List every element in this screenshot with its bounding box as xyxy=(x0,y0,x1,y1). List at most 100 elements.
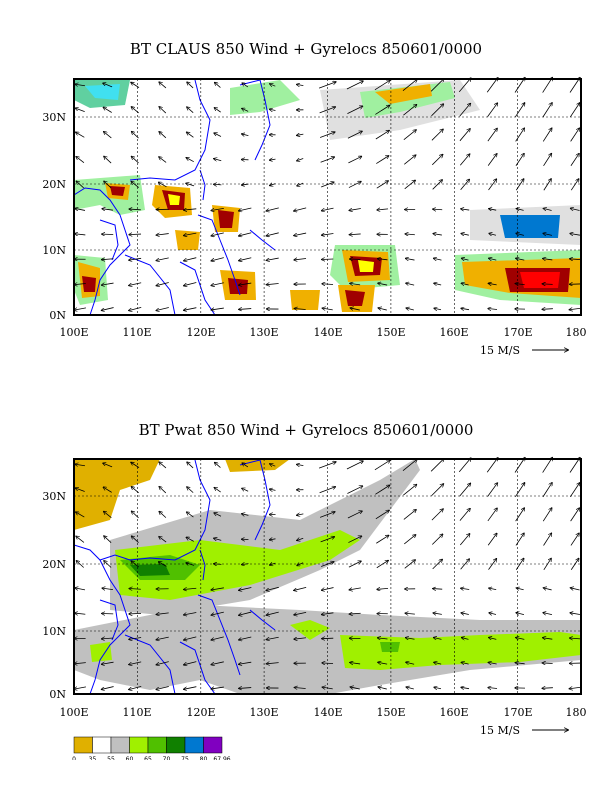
pwat-colorbar: 0 35 55 60 65 70 75 80 67.96 xyxy=(72,736,231,760)
wind-vector xyxy=(186,537,194,542)
wind-vector xyxy=(459,509,470,521)
wind-vector xyxy=(460,179,470,191)
wind-vector xyxy=(211,687,224,689)
claus-wind-vectors xyxy=(74,77,581,310)
wind-vector xyxy=(294,612,307,615)
wind-vector xyxy=(215,82,221,88)
wind-vector xyxy=(487,128,497,142)
wind-vector xyxy=(543,153,552,167)
wind-vector xyxy=(516,209,524,211)
wind-vector xyxy=(270,84,276,86)
wind-vector xyxy=(211,661,224,665)
wind-vector xyxy=(101,307,114,311)
colorbar-swatch xyxy=(203,736,223,754)
wind-vector xyxy=(75,234,86,235)
wind-vector xyxy=(543,638,553,639)
wind-vector xyxy=(515,663,525,664)
wind-vector xyxy=(156,307,169,310)
pwat-lon-label: 140E xyxy=(313,706,342,719)
wind-vector xyxy=(156,661,169,665)
wind-vector xyxy=(187,107,194,114)
wind-vector xyxy=(131,107,139,114)
panel-title-pwat: BT Pwat 850 Wind + Gyrelocs 850601/0000 xyxy=(138,421,474,439)
wind-vector xyxy=(322,284,334,285)
wind-vector xyxy=(184,636,197,640)
wind-vector xyxy=(432,155,442,166)
wind-vector xyxy=(322,233,334,235)
wind-vector xyxy=(378,662,388,664)
wind-vector xyxy=(159,132,167,139)
wind-vector xyxy=(515,533,524,546)
wind-vector xyxy=(542,483,552,498)
wind-vector xyxy=(489,588,497,590)
wind-vector xyxy=(378,283,388,285)
wind-vector xyxy=(543,208,552,210)
wind-vector xyxy=(294,687,306,688)
wind-vector xyxy=(570,259,581,260)
wind-vector xyxy=(131,561,140,568)
pwat-wind-vectors xyxy=(74,457,581,689)
wind-vector xyxy=(432,534,442,545)
wind-vector xyxy=(184,661,197,665)
wind-vector xyxy=(403,130,416,141)
wind-vector xyxy=(542,688,553,689)
wind-vector xyxy=(319,132,335,138)
wind-vector xyxy=(487,483,498,497)
pwat-lon-label: 170E xyxy=(503,706,532,719)
wind-vector xyxy=(102,259,114,260)
colorbar-label: 55 xyxy=(107,756,115,760)
wind-vector xyxy=(516,638,525,640)
wind-vector xyxy=(76,157,85,164)
wind-vector xyxy=(346,461,363,470)
wind-vector xyxy=(570,588,580,590)
wind-vector xyxy=(406,308,414,310)
wind-vector xyxy=(266,257,279,260)
colorbar-label: 67.96 xyxy=(213,756,230,760)
wind-vector xyxy=(184,232,197,235)
colorbar-swatch xyxy=(92,736,112,754)
wind-vector xyxy=(543,558,551,571)
wind-vector xyxy=(103,107,112,113)
wind-vector xyxy=(294,586,307,590)
wind-vector xyxy=(239,636,252,640)
wind-vector xyxy=(187,82,194,89)
wind-vector xyxy=(569,483,579,498)
wind-vector xyxy=(349,208,361,210)
wind-vector xyxy=(570,128,580,142)
wind-vector xyxy=(542,309,553,310)
wind-vector xyxy=(459,534,469,546)
wind-vector xyxy=(129,638,142,640)
wind-vector xyxy=(377,209,389,210)
wind-vector xyxy=(129,209,141,210)
pwat-lon-label: 130E xyxy=(249,706,278,719)
wind-vector xyxy=(406,258,415,260)
wind-vector xyxy=(404,180,416,190)
wind-vector xyxy=(159,157,167,163)
wind-vector xyxy=(488,662,497,664)
wind-vector xyxy=(434,308,442,310)
wind-vector xyxy=(378,259,388,260)
wind-vector xyxy=(570,208,580,210)
wind-vector xyxy=(515,558,523,570)
claus-lat-label: 10N xyxy=(42,244,66,257)
wind-vector xyxy=(75,108,85,113)
wind-vector xyxy=(294,638,307,639)
wind-vector xyxy=(462,638,469,640)
wind-vector xyxy=(297,538,304,540)
wind-vector xyxy=(214,108,221,113)
wind-vector xyxy=(458,458,471,473)
wind-vector xyxy=(378,638,388,639)
wind-vector xyxy=(543,179,551,191)
wind-vector xyxy=(76,181,84,189)
wind-vector xyxy=(322,663,334,664)
wind-vector xyxy=(461,662,469,664)
wind-vector xyxy=(131,182,140,188)
colorbar-swatch xyxy=(73,736,93,754)
wind-vector xyxy=(270,489,276,490)
wind-vector xyxy=(187,132,194,138)
wind-vector xyxy=(348,156,361,164)
wind-vector xyxy=(349,234,361,235)
wind-vector xyxy=(104,511,112,518)
wind-vector xyxy=(103,487,112,493)
wind-vector xyxy=(156,234,169,236)
